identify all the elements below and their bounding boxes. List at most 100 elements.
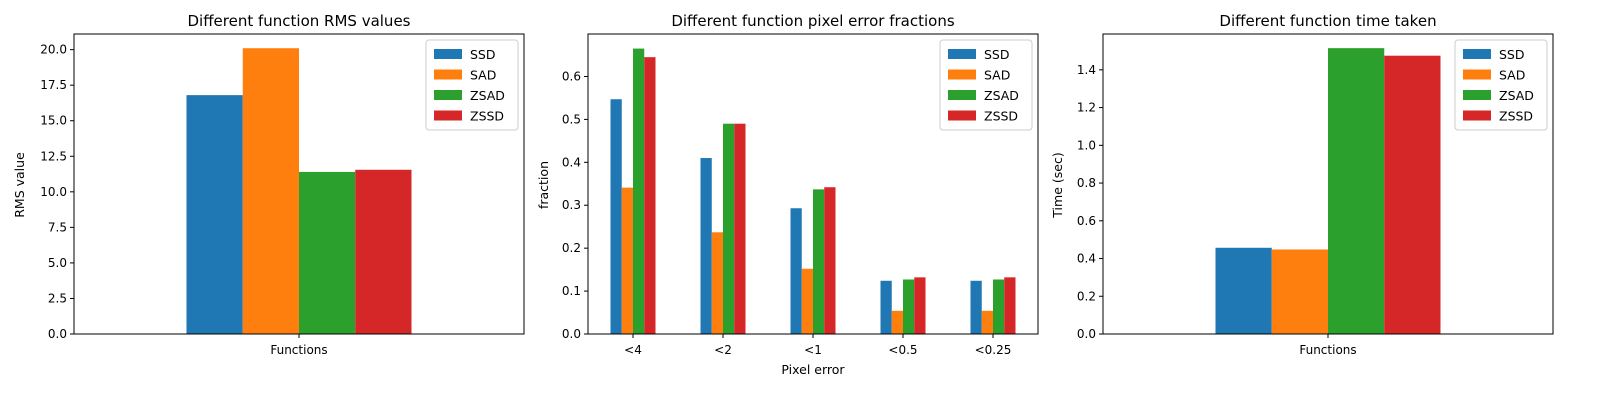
legend: SSD SAD ZSAD ZSSD bbox=[939, 39, 1033, 131]
y-tick-label: 0.4 bbox=[1077, 252, 1096, 266]
bar-zssd-1 bbox=[824, 187, 836, 334]
chart-title: Different function RMS values bbox=[188, 12, 411, 30]
bar-zsad-functions bbox=[1328, 48, 1385, 335]
legend-label-sad: SAD bbox=[984, 68, 1010, 83]
legend-swatch-sad bbox=[434, 69, 462, 80]
y-tick-label: 0.4 bbox=[562, 155, 581, 169]
bar-ssd-4 bbox=[610, 99, 622, 334]
bar-ssd-2 bbox=[700, 158, 712, 334]
legend-swatch-ssd bbox=[948, 49, 976, 59]
bar-zssd-0-25 bbox=[1004, 277, 1016, 334]
y-axis-ticks: 0.0 0.1 0.2 0.3 0.4 0.5 0.6 bbox=[562, 69, 588, 341]
y-axis-label: Time (sec) bbox=[1050, 152, 1065, 218]
chart-title: Different function pixel error fractions bbox=[671, 12, 955, 30]
legend-box bbox=[425, 39, 519, 131]
bar-zsad-0-25 bbox=[993, 279, 1005, 334]
bar-zssd-4 bbox=[644, 57, 656, 334]
legend-swatch-sad bbox=[1463, 69, 1491, 80]
legend-label-ssd: SSD bbox=[1499, 47, 1525, 62]
bars bbox=[186, 48, 412, 334]
x-axis-label: Pixel error bbox=[781, 362, 845, 377]
y-tick-label: 2.5 bbox=[48, 291, 67, 305]
bars bbox=[1215, 48, 1441, 335]
legend-label-zssd: ZSSD bbox=[984, 109, 1018, 124]
bar-sad-0-25 bbox=[981, 310, 993, 334]
x-axis-ticks: Functions bbox=[270, 334, 328, 357]
legend-label-zsad: ZSAD bbox=[1499, 88, 1534, 103]
legend: SSD SAD ZSAD ZSSD bbox=[425, 39, 519, 131]
legend-label-zssd: ZSSD bbox=[1499, 109, 1533, 124]
bar-zssd-functions bbox=[355, 169, 412, 334]
x-tick-label: <2 bbox=[714, 343, 732, 357]
legend-swatch-zsad bbox=[1463, 90, 1491, 100]
legend-label-ssd: SSD bbox=[984, 47, 1010, 62]
y-tick-label: 7.5 bbox=[48, 220, 67, 234]
legend-swatch-zsad bbox=[434, 90, 462, 100]
y-tick-label: 0.6 bbox=[562, 69, 581, 83]
legend-label-zsad: ZSAD bbox=[470, 88, 505, 103]
plot-frame bbox=[587, 33, 1039, 335]
chart-panel-pixel-error: Different function pixel error fractions… bbox=[536, 12, 1039, 377]
legend-label-zsad: ZSAD bbox=[984, 88, 1019, 103]
legend-label-sad: SAD bbox=[1499, 68, 1525, 83]
x-tick-label: Functions bbox=[270, 343, 327, 357]
legend-swatch-ssd bbox=[434, 49, 462, 59]
y-tick-label: 0.3 bbox=[562, 198, 581, 212]
legend-label-zssd: ZSSD bbox=[470, 109, 504, 124]
x-axis-ticks: Functions bbox=[1299, 334, 1357, 357]
bar-zsad-0-5 bbox=[903, 279, 915, 334]
y-tick-label: 0.2 bbox=[562, 241, 581, 255]
legend-swatch-zssd bbox=[434, 110, 462, 121]
bar-zssd-functions bbox=[1384, 55, 1441, 334]
y-tick-label: 0.5 bbox=[562, 112, 581, 126]
legend-swatch-zsad bbox=[948, 90, 976, 100]
y-tick-label: 12.5 bbox=[40, 149, 67, 163]
y-axis-label: fraction bbox=[536, 161, 551, 209]
y-tick-label: 0.8 bbox=[1077, 176, 1096, 190]
bar-sad-0-5 bbox=[891, 310, 903, 334]
bar-sad-functions bbox=[1271, 249, 1328, 334]
y-tick-label: 0.0 bbox=[1077, 327, 1096, 341]
bar-ssd-0-25 bbox=[970, 280, 982, 334]
x-tick-label: <4 bbox=[624, 343, 642, 357]
legend-swatch-ssd bbox=[1463, 49, 1491, 59]
bar-ssd-0-5 bbox=[880, 280, 892, 334]
bar-zssd-0-5 bbox=[914, 277, 926, 334]
y-tick-label: 10.0 bbox=[40, 185, 67, 199]
y-tick-label: 5.0 bbox=[48, 256, 67, 270]
y-tick-label: 1.2 bbox=[1077, 101, 1096, 115]
plot-frame bbox=[1102, 33, 1554, 335]
bar-zsad-4 bbox=[633, 48, 645, 334]
bar-sad-1 bbox=[801, 268, 813, 334]
x-tick-label: <0.5 bbox=[888, 343, 917, 357]
y-tick-label: 0.0 bbox=[48, 327, 67, 341]
legend-box bbox=[1454, 39, 1548, 131]
legend-swatch-zssd bbox=[1463, 110, 1491, 121]
bars bbox=[610, 48, 1016, 334]
bar-ssd-functions bbox=[186, 95, 243, 334]
bar-zsad-1 bbox=[813, 189, 825, 334]
bar-sad-functions bbox=[242, 48, 299, 334]
bar-zsad-2 bbox=[723, 123, 735, 334]
y-tick-label: 17.5 bbox=[40, 78, 67, 92]
y-tick-label: 15.0 bbox=[40, 114, 67, 128]
legend-swatch-zssd bbox=[948, 110, 976, 121]
bar-sad-4 bbox=[621, 187, 633, 334]
bar-ssd-1 bbox=[790, 208, 802, 334]
bar-zssd-2 bbox=[734, 123, 746, 334]
x-tick-label: <1 bbox=[804, 343, 822, 357]
plot-frame bbox=[73, 33, 525, 335]
chart-panel-time: Different function time taken Time (sec)… bbox=[1050, 12, 1554, 357]
bar-ssd-functions bbox=[1215, 247, 1272, 334]
bar-zsad-functions bbox=[299, 171, 356, 334]
y-axis-ticks: 0.0 0.2 0.4 0.6 0.8 1.0 1.2 1.4 bbox=[1077, 63, 1103, 341]
y-tick-label: 20.0 bbox=[40, 43, 67, 57]
chart-panel-rms: Different function RMS values RMS value … bbox=[12, 12, 525, 357]
legend-box bbox=[939, 39, 1033, 131]
x-axis-ticks: <4 <2 <1 <0.5 <0.25 bbox=[624, 334, 1011, 357]
legend-swatch-sad bbox=[948, 69, 976, 80]
y-axis-label: RMS value bbox=[12, 152, 27, 218]
bar-sad-2 bbox=[711, 232, 723, 334]
y-tick-label: 0.6 bbox=[1077, 214, 1096, 228]
